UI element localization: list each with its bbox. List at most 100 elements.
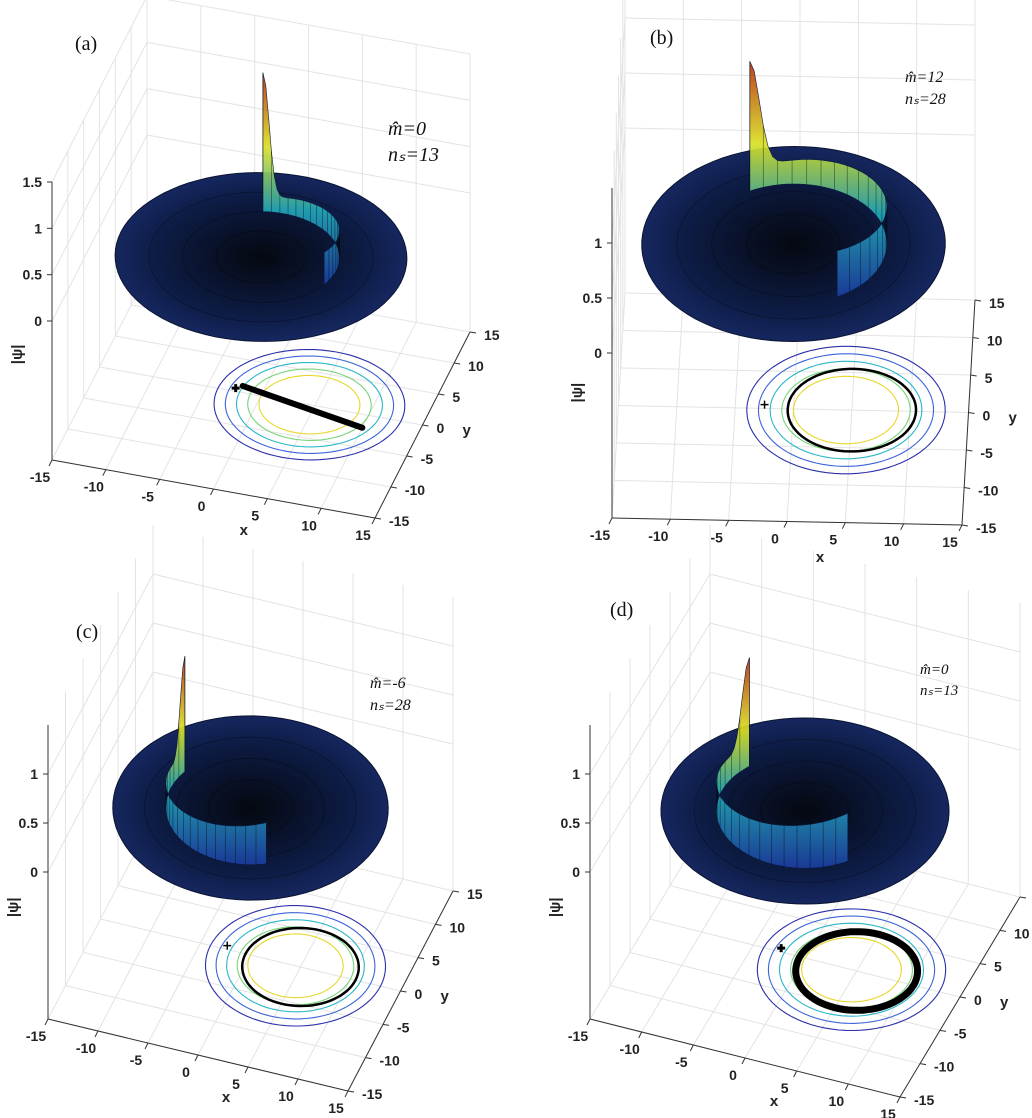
- x-tick-label: 0: [182, 1064, 190, 1080]
- x-tick-label: 10: [278, 1088, 294, 1104]
- tick-mark: [690, 1045, 693, 1051]
- panel: -15-10-5051015-15-10-505101500.511.5xy|ψ…: [9, 0, 500, 543]
- y-tick-label: 5: [452, 389, 460, 405]
- x-tick-label: 15: [355, 527, 371, 543]
- surface-disk: [113, 716, 388, 900]
- x-tick-label: -10: [84, 479, 104, 495]
- x-tick-label: -5: [141, 488, 154, 504]
- grid-line: [83, 952, 383, 1024]
- z-tick-label: 1: [572, 766, 580, 782]
- tick-mark: [103, 470, 106, 476]
- tick-mark: [438, 394, 444, 395]
- surface-disk: [115, 173, 407, 342]
- tick-mark: [453, 891, 459, 892]
- z-tick-label: 0: [34, 313, 42, 329]
- panel: -15-10-5051015-15-10-505101500.51xy|ψ|(d…: [547, 525, 1032, 1118]
- x-tick-label: 5: [232, 1076, 240, 1092]
- y-tick-label: 0: [415, 986, 423, 1002]
- tick-mark: [245, 1067, 248, 1073]
- grid-line: [115, 336, 438, 394]
- x-axis-label: x: [816, 549, 825, 566]
- contour-path: [243, 386, 363, 428]
- tick-mark: [587, 1019, 590, 1025]
- panel-label: (b): [650, 27, 673, 49]
- annotation: m̂=-6: [370, 675, 406, 692]
- x-tick-label: -5: [130, 1052, 143, 1068]
- tick-mark: [372, 518, 375, 524]
- grid-line: [630, 952, 940, 1030]
- tick-mark: [742, 1058, 745, 1064]
- x-tick-label: 5: [251, 508, 259, 524]
- tick-mark: [45, 1019, 48, 1025]
- tick-mark: [726, 520, 729, 526]
- panel-label: (d): [610, 599, 633, 621]
- x-tick-label: -10: [76, 1040, 96, 1056]
- z-tick-label: 1.5: [23, 174, 43, 190]
- y-tick-label: -15: [389, 513, 409, 529]
- y-tick-label: 0: [983, 408, 991, 424]
- y-tick-label: 10: [450, 919, 466, 935]
- tick-mark: [962, 525, 968, 526]
- tick-mark: [940, 1030, 946, 1031]
- annotation: nₛ=28: [370, 697, 411, 714]
- y-tick-label: -5: [397, 1019, 410, 1035]
- x-tick-label: 0: [771, 531, 779, 547]
- panel: -15-10-5051015-15-10-505101500.51xy|ψ|(c…: [5, 525, 483, 1116]
- tick-mark: [401, 991, 407, 992]
- y-tick-label: -10: [380, 1053, 400, 1069]
- x-tick-label: -10: [648, 528, 668, 544]
- y-tick-label: -15: [362, 1086, 382, 1102]
- x-axis-label: x: [240, 522, 249, 539]
- tick-mark: [145, 1043, 148, 1049]
- tick-mark: [845, 1084, 848, 1090]
- y-tick-label: 10: [1014, 925, 1030, 941]
- tick-mark: [436, 924, 442, 925]
- grid-line: [68, 429, 391, 487]
- x-tick-label: -15: [30, 469, 50, 485]
- center-marker: [761, 401, 769, 409]
- y-tick-label: 10: [987, 333, 1003, 349]
- tick-mark: [211, 489, 214, 495]
- tick-mark: [897, 1097, 900, 1103]
- tick-mark: [345, 1091, 348, 1097]
- panel-label: (a): [75, 33, 97, 55]
- annotation: m̂=0: [388, 118, 426, 140]
- tick-mark: [969, 413, 975, 414]
- tick-mark: [971, 375, 977, 376]
- z-tick-label: 0.5: [19, 815, 39, 831]
- x-tick-label: 15: [328, 1100, 344, 1116]
- tick-mark: [975, 300, 981, 301]
- tick-mark: [794, 1071, 797, 1077]
- x-axis-label: x: [222, 1089, 231, 1106]
- tick-mark: [454, 363, 460, 364]
- tick-mark: [980, 964, 986, 965]
- y-tick-label: -10: [978, 483, 998, 499]
- z-tick-label: 1: [30, 766, 38, 782]
- y-tick-label: 15: [467, 886, 483, 902]
- tick-mark: [959, 525, 962, 531]
- surface-disk: [661, 718, 949, 904]
- x-tick-label: 15: [942, 534, 958, 550]
- x-tick-label: -5: [675, 1054, 688, 1070]
- annotation: m̂=0: [920, 662, 949, 678]
- tick-mark: [366, 1058, 372, 1059]
- z-tick-label: 1: [594, 235, 602, 251]
- tick-mark: [95, 1031, 98, 1037]
- tick-mark: [900, 1097, 906, 1098]
- z-axis-label: |ψ|: [547, 897, 564, 917]
- z-tick-label: 0.5: [583, 290, 603, 306]
- z-tick-label: 0.5: [561, 815, 581, 831]
- x-tick-label: 10: [884, 533, 900, 549]
- annotation: m̂=12: [905, 69, 943, 86]
- tick-mark: [264, 499, 267, 505]
- tick-mark: [1020, 897, 1026, 898]
- tick-mark: [842, 523, 845, 529]
- z-tick-label: 0: [572, 864, 580, 880]
- tick-mark: [391, 487, 397, 488]
- y-axis-label: y: [1009, 410, 1018, 427]
- y-axis-label: y: [463, 422, 472, 439]
- y-tick-label: -5: [421, 451, 434, 467]
- grid-line: [610, 986, 920, 1064]
- x-tick-label: 5: [829, 532, 837, 548]
- tick-mark: [375, 518, 381, 519]
